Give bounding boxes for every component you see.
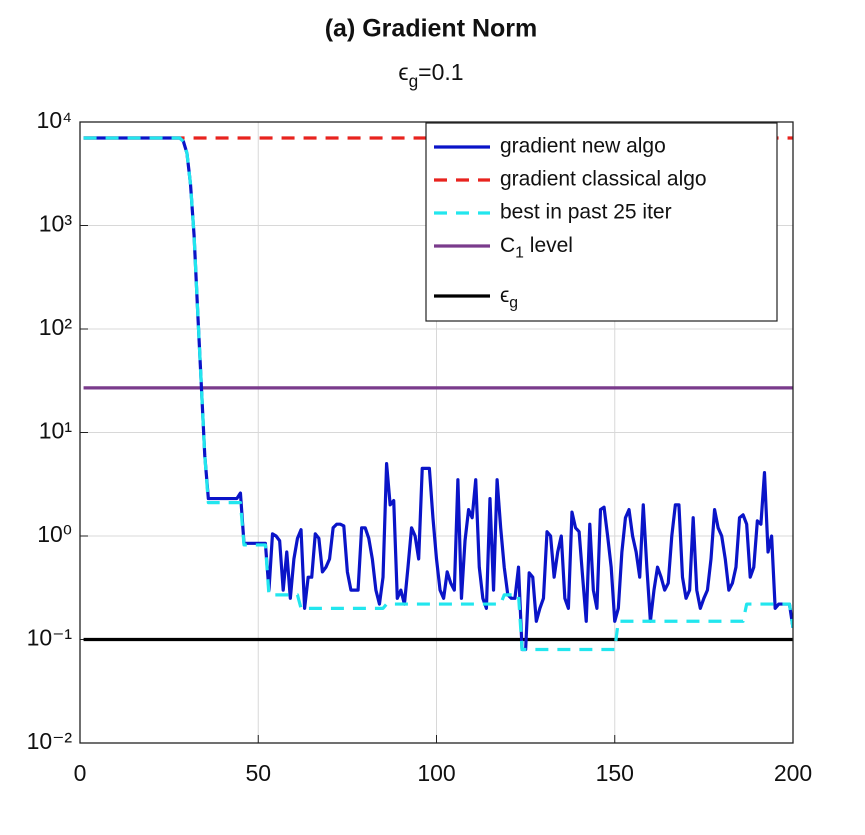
x-tick-label: 200 [774,760,812,786]
legend-label: gradient classical algo [500,168,707,191]
y-tick-label: 10⁻¹ [27,625,73,651]
legend-label: gradient new algo [500,135,666,158]
chart-title: (a) Gradient Norm [325,15,538,43]
legend-label: C1 level [500,234,573,262]
chart-subtitle: ϵg=0.1 [398,59,463,91]
x-tick-label: 50 [245,760,271,786]
data-line [83,136,793,652]
x-tick-label: 100 [417,760,455,786]
x-tick-label: 0 [74,760,87,786]
x-tick-label: 150 [596,760,634,786]
legend-label: best in past 25 iter [500,201,672,224]
y-tick-label: 10⁰ [37,521,72,547]
y-tick-label: 10² [39,314,73,340]
legend-label: ϵg [500,284,518,312]
plot-frame [79,121,794,744]
y-tick-label: 10¹ [39,418,73,444]
legend-box [425,122,778,322]
y-tick-label: 10⁴ [37,107,72,133]
y-tick-label: 10³ [39,211,73,237]
y-tick-label: 10⁻² [27,728,73,754]
